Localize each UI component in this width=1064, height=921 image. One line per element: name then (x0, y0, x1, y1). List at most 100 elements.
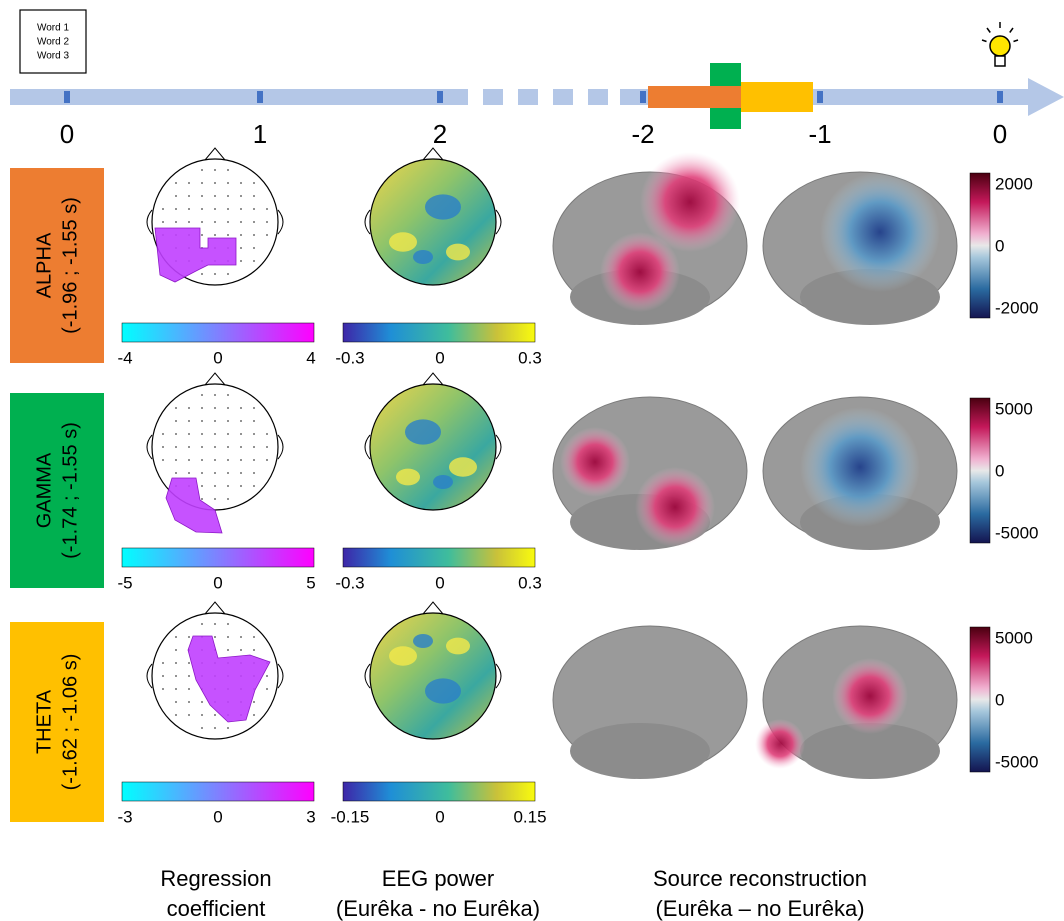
head-ear (277, 434, 284, 460)
electrode (175, 221, 177, 223)
band-name: THETA (33, 689, 55, 754)
electrode (201, 208, 203, 210)
regression-tick-label: 5 (306, 573, 315, 592)
electrode (201, 701, 203, 703)
eeg-tick-label: 0.15 (513, 807, 546, 826)
electrode (175, 688, 177, 690)
electrode (240, 472, 242, 474)
head-nose (204, 601, 226, 615)
timeline-tick (997, 91, 1003, 103)
head-ear (495, 663, 502, 689)
timeline-dash (518, 89, 538, 105)
power-blob (425, 194, 461, 220)
electrode (188, 688, 190, 690)
electrode (253, 433, 255, 435)
electrode (214, 221, 216, 223)
regression-colorbar (121, 547, 315, 568)
source-tick-label: -2000 (995, 298, 1038, 317)
source-tick-label: 0 (995, 690, 1004, 709)
power-blob (425, 678, 461, 704)
head-outline (369, 383, 497, 511)
regression-tick-label: 0 (213, 573, 222, 592)
electrode (214, 273, 216, 275)
eeg-tick-label: -0.15 (331, 807, 370, 826)
electrode (175, 662, 177, 664)
electrode (266, 688, 268, 690)
electrode (240, 221, 242, 223)
electrode (253, 472, 255, 474)
source-blob (560, 427, 630, 497)
electrode (175, 446, 177, 448)
source-tick-label: 0 (995, 461, 1004, 480)
column-label: (Eurêka – no Eurêka) (655, 896, 864, 921)
electrode (214, 182, 216, 184)
band-label: GAMMA (-1.74 ; -1.55 s) (33, 422, 81, 559)
source-blob (600, 232, 680, 312)
electrode (214, 234, 216, 236)
electrode (188, 407, 190, 409)
regression-tick-label: 0 (213, 807, 222, 826)
electrode (214, 498, 216, 500)
head-nose (204, 372, 226, 386)
electrode (214, 195, 216, 197)
regression-colorbar (121, 322, 315, 343)
electrode (214, 433, 216, 435)
timeline-arrow (1028, 78, 1064, 116)
power-blob (413, 250, 433, 264)
electrode (188, 701, 190, 703)
eeg-tick-label: -0.3 (335, 348, 364, 367)
electrode (214, 714, 216, 716)
electrode (201, 459, 203, 461)
electrode (175, 420, 177, 422)
electrode (227, 182, 229, 184)
band-box (10, 393, 104, 588)
electrode (227, 459, 229, 461)
electrode (253, 221, 255, 223)
electrode (266, 675, 268, 677)
electrode (201, 273, 203, 275)
head-nose (422, 147, 444, 161)
power-blob (449, 457, 477, 477)
electrode (214, 169, 216, 171)
electrode (240, 636, 242, 638)
band-label: ALPHA (-1.96 ; -1.55 s) (33, 197, 81, 334)
regression-tick-label: 0 (213, 348, 222, 367)
regression-tick-label: 4 (306, 348, 315, 367)
power-blob (389, 232, 417, 252)
electrode (253, 446, 255, 448)
electrode (227, 221, 229, 223)
electrode (201, 727, 203, 729)
regression-tick-label: 3 (306, 807, 315, 826)
window-alpha (648, 86, 745, 108)
power-blob (413, 634, 433, 648)
electrode (188, 182, 190, 184)
electrode (240, 420, 242, 422)
electrode (214, 485, 216, 487)
electrode (253, 485, 255, 487)
regression-tick-label: -5 (117, 573, 132, 592)
column-label: coefficient (167, 896, 266, 921)
electrode (201, 394, 203, 396)
electrode (240, 182, 242, 184)
head-ear (495, 434, 502, 460)
electrode (175, 433, 177, 435)
electrode (253, 208, 255, 210)
timeline-tick (640, 91, 646, 103)
timeline-tick (437, 91, 443, 103)
electrode (240, 485, 242, 487)
electrode (240, 208, 242, 210)
source-tick-label: -5000 (995, 523, 1038, 542)
eeg-tick-label: 0.3 (518, 573, 542, 592)
electrode (253, 701, 255, 703)
electrode (175, 407, 177, 409)
electrode (214, 446, 216, 448)
electrode (175, 472, 177, 474)
electrode (162, 675, 164, 677)
electrode (240, 260, 242, 262)
electrode (201, 485, 203, 487)
electrode (227, 420, 229, 422)
eeg-colorbar (342, 781, 536, 802)
significant-cluster (154, 227, 237, 283)
electrode (175, 701, 177, 703)
head-ear (364, 434, 371, 460)
